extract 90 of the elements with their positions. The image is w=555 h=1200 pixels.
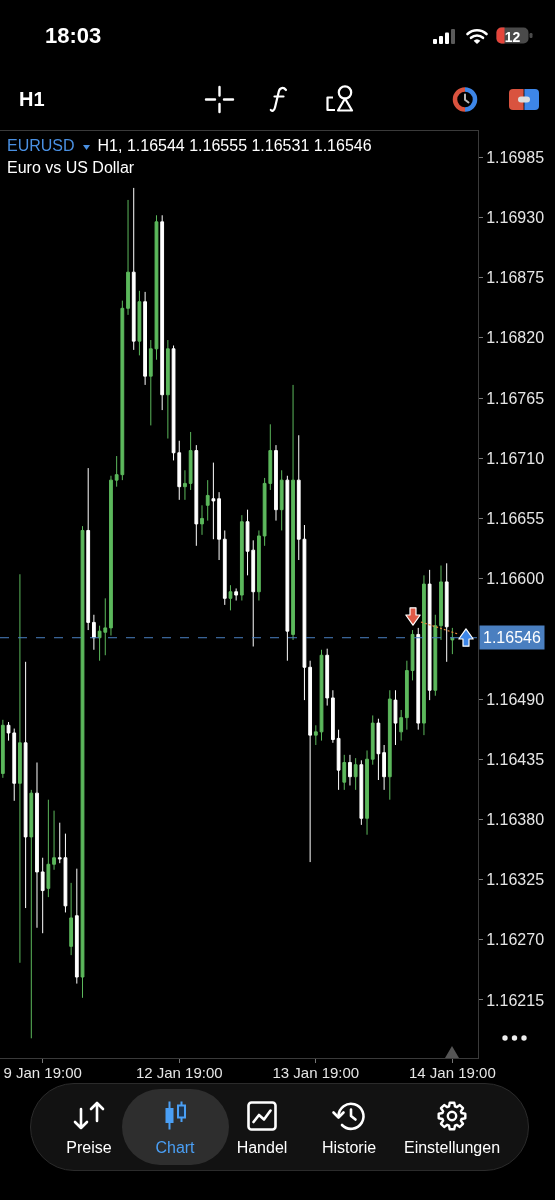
candlestick	[23, 661, 28, 909]
y-tick-label: 1.16875	[486, 269, 545, 287]
candlestick	[137, 290, 142, 356]
y-tick-label: 1.16490	[486, 690, 545, 708]
candlestick	[86, 467, 91, 631]
candlestick	[422, 574, 426, 736]
candlestick	[40, 857, 45, 934]
candlestick	[439, 565, 443, 641]
candlestick	[160, 214, 165, 411]
candlestick	[143, 291, 147, 386]
candlestick	[444, 562, 449, 663]
candlestick	[308, 660, 313, 863]
candlestick	[348, 754, 352, 786]
text: Handel	[236, 1139, 288, 1156]
y-tick-label: 1.16380	[486, 811, 545, 829]
candlestick	[80, 525, 85, 999]
x-tick-label: 13 Jan 19:00	[272, 1064, 360, 1081]
y-tick-label: 1.16270	[486, 931, 545, 949]
candlestick	[325, 648, 330, 707]
candlestick	[183, 469, 187, 501]
candlestick	[274, 444, 278, 522]
text: H1	[19, 88, 45, 110]
y-tick-label: 1.16710	[486, 449, 545, 467]
candlestick	[370, 714, 375, 766]
candlestick	[222, 529, 227, 606]
y-tick-label: 1.16765	[486, 389, 545, 407]
text: 18:03	[45, 23, 102, 48]
y-tick-label: 1.16215	[486, 991, 545, 1009]
candlestick	[69, 882, 74, 956]
candlestick	[188, 431, 193, 491]
y-tick-label: 1.16325	[486, 871, 545, 889]
annotation: H1, 1.16544 1.16555 1.16531 1.16546	[97, 137, 372, 154]
candlestick	[279, 469, 284, 531]
candlestick	[416, 627, 421, 731]
text: Einstellungen	[403, 1139, 501, 1156]
x-tick-label: 9 Jan 19:00	[3, 1064, 82, 1081]
candlestick	[18, 573, 22, 964]
x-tick-label: 12 Jan 19:00	[135, 1064, 223, 1081]
candlestick	[35, 762, 39, 929]
candlestick	[353, 757, 358, 791]
candlestick	[92, 614, 96, 651]
y-tick-label: 1.16985	[486, 148, 545, 166]
candlestick	[427, 569, 432, 701]
candlestick	[109, 475, 113, 637]
text: Chart	[155, 1139, 195, 1156]
candlestick	[228, 584, 233, 611]
candlestick	[217, 491, 221, 561]
candlestick	[342, 754, 347, 791]
candlestick	[239, 514, 244, 602]
text: Historie	[321, 1139, 377, 1156]
y-tick-label: 1.16655	[486, 510, 545, 528]
candlestick	[52, 810, 56, 871]
candlestick	[404, 660, 409, 731]
text: 12	[504, 28, 521, 45]
candlestick	[387, 689, 392, 801]
candlestick	[29, 789, 34, 1039]
candlestick	[257, 529, 261, 602]
candlestick	[410, 629, 415, 681]
chart-title: EURUSD	[7, 137, 75, 154]
candlestick	[211, 462, 216, 540]
candlestick	[376, 718, 381, 781]
y-tick-label: 1.16600	[486, 570, 545, 588]
candlestick	[291, 384, 295, 641]
candlestick	[46, 799, 51, 898]
candlestick	[205, 479, 210, 522]
text: Euro vs US Dollar	[7, 159, 135, 176]
candlestick	[234, 587, 239, 602]
y-tick-label: 1.16435	[486, 750, 545, 768]
y-tick-label: 1.16820	[486, 329, 545, 347]
candlestick	[74, 868, 79, 985]
candlestick	[382, 744, 386, 791]
candlestick	[285, 475, 290, 662]
candlestick	[359, 759, 364, 826]
candlestick	[126, 199, 130, 316]
candlestick	[200, 504, 204, 536]
y-tick-label: 1.16930	[486, 209, 545, 227]
candlestick	[433, 614, 438, 697]
candlestick	[165, 339, 170, 440]
candlestick	[336, 729, 341, 791]
candlestick	[399, 709, 404, 742]
candlestick	[393, 689, 398, 746]
candlestick	[131, 187, 136, 351]
ref-line-label: 1.16546	[483, 629, 541, 646]
text: Preise	[66, 1139, 112, 1156]
candlestick	[331, 689, 335, 744]
candlestick	[450, 627, 455, 655]
candlestick	[194, 444, 199, 547]
candlestick	[0, 719, 5, 779]
candlestick	[365, 749, 369, 836]
x-tick-label: 14 Jan 19:00	[409, 1064, 496, 1081]
